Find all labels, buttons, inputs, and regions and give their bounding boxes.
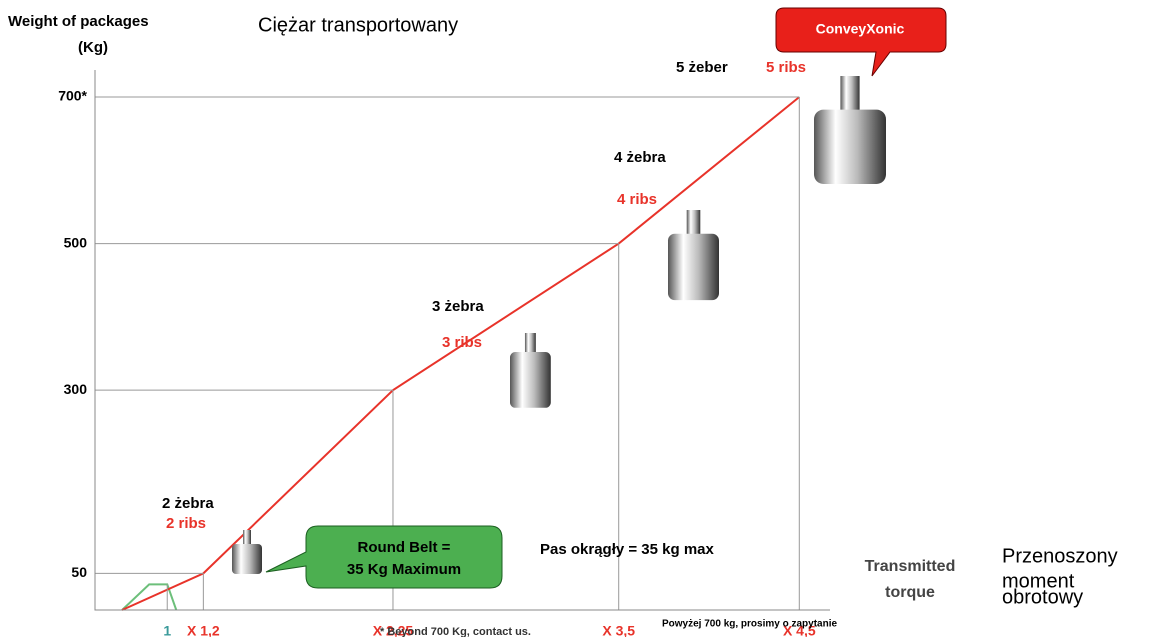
x-axis-label-pl: Przenoszony (1002, 545, 1118, 567)
page: X 4,5X 3,5X 2,25X 1,21700*50030050 Weigh… (0, 0, 1172, 637)
weight-icon (668, 210, 719, 300)
annotation: 2 ribs (166, 515, 206, 532)
annotation: 5 ribs (766, 59, 806, 76)
annotation: 3 żebra (432, 298, 484, 315)
annotation: 35 Kg Maximum (347, 561, 461, 578)
y-axis-label: Weight of packages (8, 13, 149, 30)
annotation: Pas okrągły = 35 kg max (540, 541, 715, 558)
x-axis-label-pl: obrotowy (1002, 586, 1083, 608)
annotation: 3 ribs (442, 334, 482, 351)
y-tick-label: 700* (58, 88, 87, 104)
chart: X 4,5X 3,5X 2,25X 1,21700*50030050 Weigh… (0, 0, 1172, 637)
weight-icon (232, 530, 262, 574)
annotation: Round Belt = (358, 539, 451, 556)
annotation: ConveyXonic (816, 21, 905, 37)
y-tick-label: 50 (71, 564, 87, 580)
y-tick-label: 300 (64, 381, 88, 397)
labels: Weight of packages (Kg) Ciężar transport… (8, 8, 1118, 637)
y-axis-label: (Kg) (78, 39, 108, 56)
weights (232, 76, 886, 574)
annotation: 4 ribs (617, 191, 657, 208)
annotation: 4 żebra (614, 149, 666, 166)
callout (266, 526, 502, 588)
x-tick-label: X 1,2 (187, 623, 220, 637)
x-tick-label: X 3,5 (602, 623, 635, 637)
annotation: 5 żeber (676, 59, 728, 76)
y-tick-label: 500 (64, 234, 88, 250)
x-axis-label: Transmitted (865, 558, 956, 575)
footnote: * Beyond 700 Kg, contact us. (380, 626, 531, 637)
footnote: Powyżej 700 kg, prosimy o zapytanie (662, 619, 838, 630)
annotation: 2 żebra (162, 495, 214, 512)
weight-icon (510, 333, 551, 408)
x-axis-label: torque (885, 584, 935, 601)
subtitle: Ciężar transportowany (258, 14, 458, 36)
x-tick-label: 1 (163, 623, 171, 637)
weight-icon (814, 76, 886, 184)
